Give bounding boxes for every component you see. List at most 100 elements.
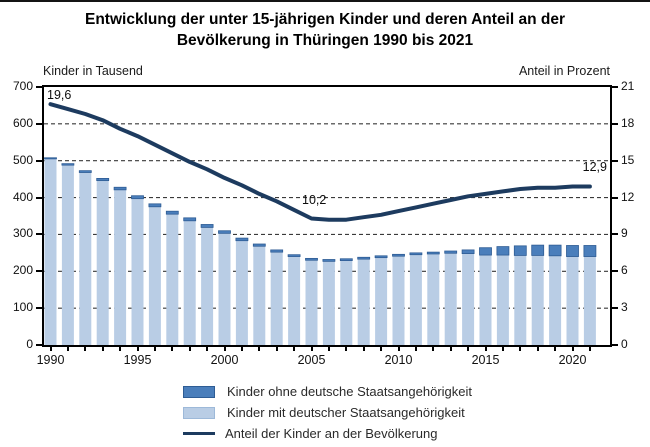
bar-1997-german	[166, 214, 179, 345]
x-axis-tick-1998	[188, 347, 191, 351]
annotation-min-value: 10,2	[302, 193, 327, 207]
x-axis-tick-2012	[432, 347, 435, 351]
bar-2013-german	[444, 253, 457, 345]
legend-swatch-light-bar	[183, 406, 215, 419]
x-axis-label-1990: 1990	[36, 353, 65, 367]
legend-label-foreign-children: Kinder ohne deutsche Staatsangehörigkeit	[227, 384, 473, 399]
x-axis-tick-2003	[275, 347, 278, 351]
bar-2004-german	[288, 256, 301, 345]
right-axis-label-12: 12	[621, 189, 635, 204]
x-axis-tick-2017	[519, 347, 522, 351]
bar-2002-foreign	[252, 243, 266, 247]
right-axis-label-6: 6	[621, 263, 628, 278]
x-axis-tick-2008	[362, 347, 365, 351]
x-axis-tick-2005	[310, 347, 313, 351]
share-line	[48, 102, 592, 222]
x-axis-tick-2007	[345, 347, 348, 351]
bar-2020-foreign	[566, 245, 579, 257]
x-axis-label-2020: 2020	[558, 353, 587, 367]
bar-2007-german	[340, 260, 353, 345]
x-axis-label-2000: 2000	[210, 353, 239, 367]
x-axis-tick-2015	[484, 347, 487, 351]
bar-2003-foreign	[270, 249, 284, 253]
bar-2017-german	[514, 255, 527, 345]
bar-2018-german	[531, 255, 544, 345]
bar-2006-foreign	[322, 259, 336, 262]
bar-2011-foreign	[409, 252, 423, 256]
x-axis-label-1995: 1995	[123, 353, 152, 367]
chart-title-line1: Entwicklung der unter 15-jährigen Kinder…	[85, 11, 565, 28]
left-axis-tick-700	[36, 86, 42, 88]
x-axis-tick-2019	[554, 347, 557, 351]
x-axis-tick-1994	[119, 347, 122, 351]
legend-label-share-line: Anteil der Kinder an der Bevölkerung	[225, 426, 438, 441]
right-axis-label-3: 3	[621, 300, 628, 315]
x-axis-tick-1997	[171, 347, 174, 351]
bar-1990-foreign	[44, 157, 57, 160]
x-axis-tick-2004	[293, 347, 296, 351]
x-axis-tick-2014	[467, 347, 470, 351]
bar-2006-german	[322, 261, 335, 345]
bar-2013-foreign	[444, 250, 458, 254]
x-axis-tick-1996	[153, 347, 156, 351]
bar-1991-foreign	[61, 163, 75, 166]
bar-2008-german	[357, 259, 370, 345]
bar-1991-german	[61, 165, 74, 345]
bar-1998-german	[183, 220, 196, 345]
left-axis-tick-400	[36, 196, 42, 199]
left-axis-tick-100	[36, 307, 42, 310]
x-axis-tick-1990	[49, 347, 52, 351]
bar-2014-foreign	[461, 249, 475, 254]
bar-1999-german	[201, 227, 214, 345]
x-axis-tick-2013	[449, 347, 452, 351]
bar-2020-german	[566, 256, 579, 345]
bar-1995-foreign	[131, 195, 144, 200]
bar-2001-foreign	[235, 237, 249, 242]
x-axis-tick-1995	[136, 347, 139, 351]
legend-swatch-line	[183, 432, 215, 435]
bar-2005-foreign	[305, 257, 318, 261]
legend-item-foreign-children: Kinder ohne deutsche Staatsangehörigkeit	[183, 381, 472, 402]
left-axis-tick-0	[36, 344, 42, 346]
x-axis-tick-1999	[206, 347, 209, 351]
bar-2010-foreign	[392, 253, 405, 257]
right-axis-label-18: 18	[621, 115, 635, 130]
left-axis-tick-200	[36, 270, 42, 273]
right-axis-tick-12	[612, 196, 618, 199]
bar-2009-foreign	[374, 255, 388, 259]
bar-1992-foreign	[78, 170, 92, 173]
bar-2021-foreign	[583, 245, 597, 257]
left-axis-label-400: 400	[12, 189, 33, 204]
right-axis-tick-0	[612, 344, 618, 346]
x-axis-tick-1993	[101, 347, 104, 351]
x-axis-label-2005: 2005	[297, 353, 326, 367]
x-axis-tick-1991	[66, 347, 69, 351]
bar-2011-german	[409, 254, 422, 345]
left-axis-tick-300	[36, 233, 42, 236]
legend-label-german-children: Kinder mit deutscher Staatsangehörigkeit	[227, 405, 465, 420]
x-axis-tick-2020	[571, 347, 574, 351]
bar-1996-foreign	[148, 203, 162, 208]
bar-1993-german	[96, 180, 109, 345]
bar-2005-german	[305, 260, 318, 345]
bar-1994-foreign	[113, 186, 127, 191]
bar-1992-german	[79, 172, 92, 345]
bar-1997-foreign	[165, 210, 179, 215]
bar-1996-german	[148, 206, 161, 345]
left-axis-label-0: 0	[26, 337, 33, 351]
x-axis-tick-2000	[223, 347, 226, 351]
bar-2019-foreign	[548, 244, 562, 257]
x-axis-tick-2018	[536, 347, 539, 351]
bar-1994-german	[114, 189, 127, 345]
bar-2016-foreign	[496, 246, 510, 256]
bar-2008-foreign	[357, 256, 371, 260]
x-axis-tick-2016	[501, 347, 504, 351]
bar-2016-german	[496, 255, 509, 345]
right-axis-title: Anteil in Prozent	[518, 64, 610, 78]
bar-2015-foreign	[479, 247, 492, 256]
bar-2000-foreign	[218, 230, 231, 234]
right-axis-tick-15	[612, 159, 618, 162]
bar-2014-german	[462, 253, 475, 345]
right-axis-tick-18	[612, 122, 618, 125]
